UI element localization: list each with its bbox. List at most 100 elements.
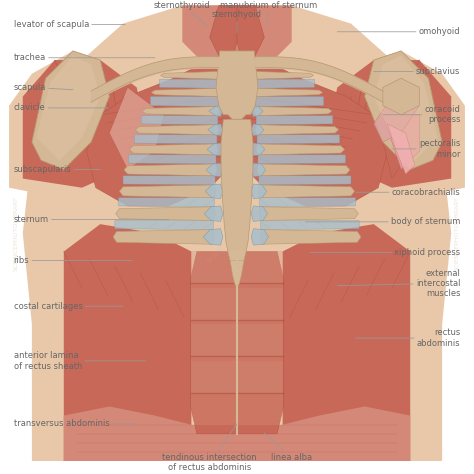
Polygon shape (251, 143, 265, 156)
Polygon shape (208, 124, 223, 136)
Text: manubrium of sternum: manubrium of sternum (220, 1, 318, 26)
Polygon shape (251, 206, 267, 221)
Polygon shape (182, 5, 292, 69)
Polygon shape (259, 207, 358, 220)
Polygon shape (150, 97, 219, 107)
Text: levator of scapula: levator of scapula (14, 20, 125, 29)
Text: tendinous intersection
of rectus abdominis: tendinous intersection of rectus abdomin… (162, 424, 257, 473)
Text: trachea: trachea (14, 53, 155, 62)
Polygon shape (160, 79, 219, 88)
Polygon shape (113, 229, 214, 244)
Polygon shape (383, 115, 419, 169)
Polygon shape (9, 51, 128, 197)
Polygon shape (209, 106, 223, 117)
Polygon shape (191, 252, 237, 425)
Polygon shape (346, 51, 465, 197)
Text: SCIENCEPHOTOLIBRARY: SCIENCEPHOTOLIBRARY (455, 196, 460, 271)
Polygon shape (123, 176, 215, 185)
Polygon shape (256, 144, 345, 155)
Polygon shape (255, 79, 314, 88)
Polygon shape (251, 124, 264, 136)
Polygon shape (36, 55, 100, 160)
Polygon shape (237, 252, 283, 283)
Polygon shape (383, 69, 419, 179)
Polygon shape (328, 60, 451, 188)
Polygon shape (32, 51, 109, 169)
Polygon shape (210, 5, 237, 60)
Polygon shape (260, 198, 356, 207)
Polygon shape (128, 155, 216, 164)
Text: anterior lamina
of rectus sheath: anterior lamina of rectus sheath (14, 351, 146, 371)
Polygon shape (205, 184, 223, 199)
Polygon shape (258, 185, 355, 198)
Polygon shape (251, 228, 268, 245)
Polygon shape (374, 87, 419, 142)
Polygon shape (119, 185, 216, 198)
Text: coracobrachialis: coracobrachialis (356, 188, 460, 197)
Polygon shape (206, 163, 223, 177)
Polygon shape (383, 78, 419, 115)
Polygon shape (260, 229, 361, 244)
Polygon shape (124, 164, 217, 176)
Polygon shape (257, 135, 339, 144)
Text: omohyoid: omohyoid (337, 27, 460, 36)
Polygon shape (115, 220, 213, 229)
Polygon shape (256, 116, 333, 125)
Polygon shape (255, 97, 324, 107)
Polygon shape (191, 252, 237, 434)
Text: sternum: sternum (14, 215, 169, 224)
Text: pectoralis
minor: pectoralis minor (392, 139, 460, 159)
Polygon shape (118, 198, 214, 207)
Polygon shape (283, 224, 410, 461)
Text: body of sternum: body of sternum (305, 218, 460, 227)
Polygon shape (230, 261, 244, 288)
Text: linea alba: linea alba (264, 433, 312, 462)
Text: clavicle: clavicle (14, 103, 109, 112)
Polygon shape (191, 288, 237, 320)
Polygon shape (374, 55, 438, 160)
Text: subscapularis: subscapularis (14, 165, 100, 174)
Polygon shape (23, 60, 146, 188)
Polygon shape (151, 88, 220, 97)
Polygon shape (255, 125, 338, 135)
Text: costal cartilages: costal cartilages (14, 301, 123, 310)
Polygon shape (237, 361, 283, 393)
Polygon shape (257, 164, 350, 176)
Text: coracoid
process: coracoid process (383, 105, 460, 125)
Polygon shape (237, 5, 264, 60)
Polygon shape (141, 116, 218, 125)
Polygon shape (23, 5, 451, 461)
Text: sternohyoid: sternohyoid (212, 10, 262, 33)
Polygon shape (387, 124, 415, 174)
Polygon shape (216, 51, 258, 119)
Polygon shape (261, 220, 359, 229)
Polygon shape (251, 163, 266, 177)
Text: subclavius: subclavius (374, 67, 460, 76)
Text: sternothyroid: sternothyroid (154, 1, 210, 26)
Text: ribs: ribs (14, 256, 132, 265)
Polygon shape (237, 324, 283, 356)
Polygon shape (136, 125, 219, 135)
Text: scapula: scapula (14, 83, 73, 92)
Polygon shape (203, 228, 223, 245)
Polygon shape (160, 72, 221, 79)
Text: transversus abdominis: transversus abdominis (14, 419, 137, 428)
Polygon shape (251, 184, 267, 199)
Polygon shape (64, 224, 191, 461)
Polygon shape (191, 324, 237, 356)
Polygon shape (237, 51, 387, 206)
Polygon shape (251, 106, 263, 117)
Polygon shape (142, 107, 219, 116)
Polygon shape (259, 176, 351, 185)
Polygon shape (255, 107, 332, 116)
Polygon shape (237, 252, 283, 434)
Polygon shape (237, 288, 283, 320)
Polygon shape (221, 119, 253, 270)
Text: SCIENCEPHOTOLIBRARY: SCIENCEPHOTOLIBRARY (206, 202, 268, 264)
Text: rectus
abdominis: rectus abdominis (356, 328, 460, 348)
Polygon shape (204, 206, 223, 221)
Polygon shape (191, 361, 237, 393)
Polygon shape (109, 87, 164, 169)
Polygon shape (64, 407, 410, 461)
Polygon shape (237, 252, 283, 425)
